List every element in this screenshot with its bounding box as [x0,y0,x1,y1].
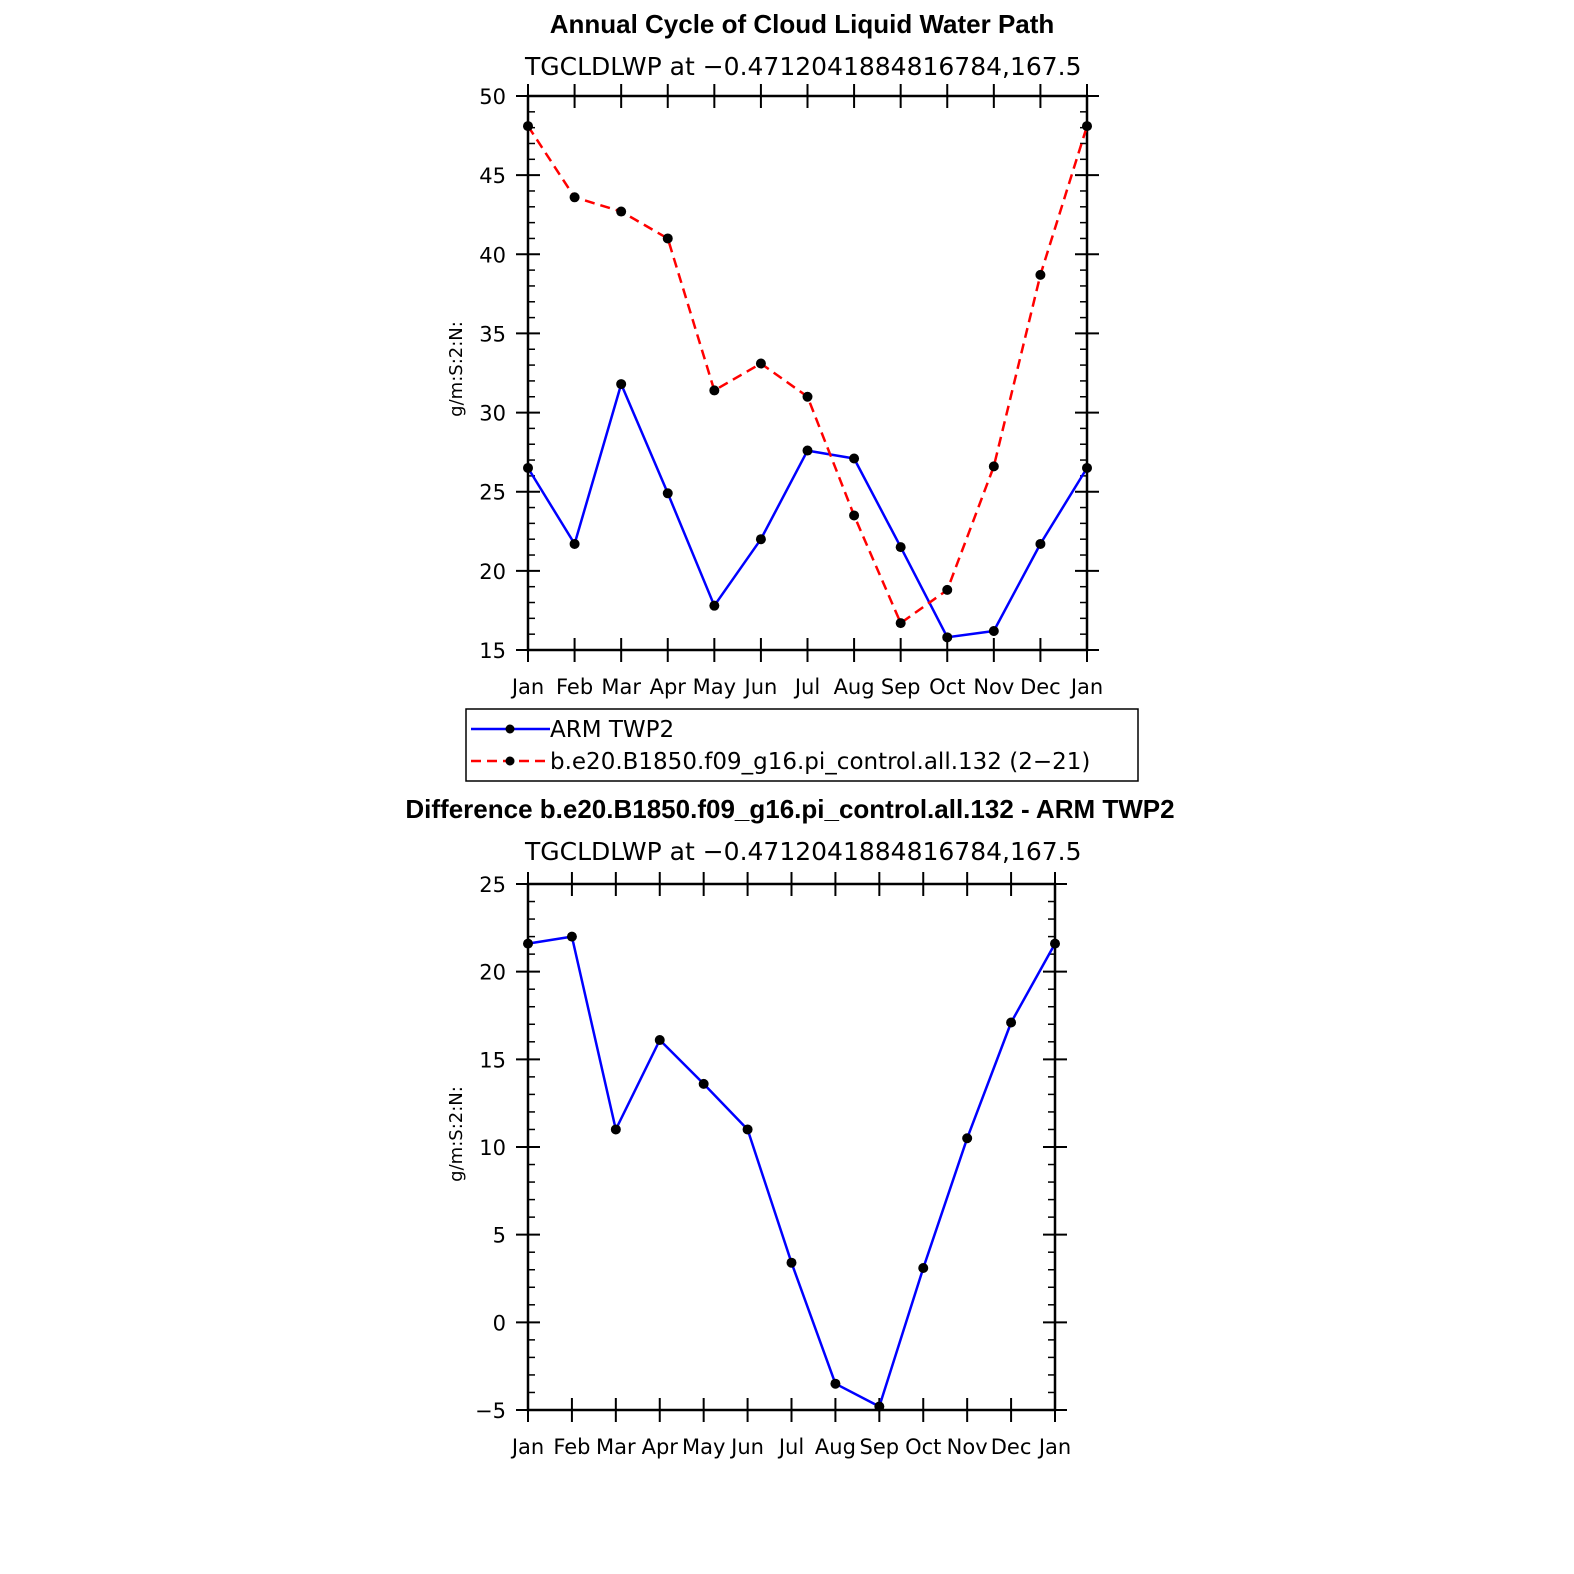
chart1-series-1-point [755,358,766,369]
chart1-series-0-point [1035,538,1046,549]
chart2-series-0-point [1050,938,1060,949]
chart1-ytick-label: 45 [479,164,506,188]
chart1-series-1-point [709,385,720,396]
chart2-xtick-label: Sep [860,1435,900,1459]
chart1-xtick-label: Oct [929,675,965,699]
chart2-series-0-point [1006,1017,1017,1028]
chart1-series-1-point [942,584,953,595]
chart1-series-1-point [569,192,580,203]
chart1-series-0-point [709,600,720,611]
chart1-series-0-point [849,453,860,464]
chart2-ytick-label: 15 [479,1048,506,1072]
chart1-series-0-point [942,632,953,643]
chart2-plot: −5 0 5 10 15 20 25 Jan Feb Mar Apr May Jun Jul Aug Sep O… [475,872,1071,1459]
chart1-series-0-point [616,379,627,390]
chart1-series-1-point [523,121,533,132]
chart1-ytick-label: 50 [479,85,506,109]
chart2-xtick-label: Apr [642,1435,679,1459]
chart2-ylabel: g/m:S:2:N: [446,1086,467,1182]
chart2-ytick-label: 10 [479,1136,506,1160]
chart2-xtick-label: Jun [729,1435,764,1459]
chart1-xtick-label: Apr [650,675,687,699]
chart1-xtick-label: Jan [510,675,544,699]
chart2-xtick-label: Jul [777,1435,804,1459]
chart1-series-0-point [523,462,533,473]
legend-label-model: b.e20.B1850.f09_g16.pi_control.all.132 (… [550,749,1090,775]
chart1-xtick-label: May [693,675,736,699]
chart1-xtick-label: Sep [881,675,921,699]
chart2-ytick-label: 0 [493,1311,506,1335]
chart1-series-1-point [616,206,627,217]
chart1-xtick-label: Jul [793,675,820,699]
chart2-ytick-label: −5 [475,1399,506,1423]
chart1-xtick-label: Jun [743,675,778,699]
chart1-series-1-point [988,461,999,472]
chart2-xtick-label: Jan [510,1435,544,1459]
chart2-series-0-point [654,1035,665,1046]
chart2-series-0-point [786,1257,797,1268]
legend-box [465,708,1139,782]
chart1-series-1-point [1082,121,1092,132]
legend-label-arm: ARM TWP2 [550,717,674,743]
chart2-series-0-point [610,1124,621,1135]
chart2-subtitle: TGCLDLWP at −0.4712041884816784,167.5 [524,837,1082,866]
chart1-xtick-label: Feb [556,675,593,699]
chart1-series-0-point [755,534,766,545]
chart2-title: Difference b.e20.B1850.f09_g16.pi_contro… [405,794,1174,824]
chart2-series-0-point [523,938,533,949]
chart2-xtick-label: Mar [596,1435,636,1459]
chart1-ytick-label: 20 [479,560,506,584]
chart2-xtick-label: Dec [991,1435,1032,1459]
chart2-series-0-point [698,1078,709,1089]
chart2-series-0-point [742,1124,753,1135]
chart1-series-0-point [895,542,906,553]
chart1-series-0-point [1082,462,1092,473]
chart2-xtick-label: Nov [947,1435,988,1459]
chart1-ytick-label: 40 [479,243,506,267]
legend-marker-arm [505,724,515,734]
chart2-ytick-label: 5 [493,1224,506,1248]
chart1-xtick-label: Dec [1020,675,1061,699]
chart1-series-1-point [895,618,906,629]
chart1-series-0-point [802,445,813,456]
chart2-xtick-label: Aug [815,1435,856,1459]
chart2-series-0-point [962,1133,973,1144]
chart2-series-0-point [918,1262,929,1273]
chart1-series-1-point [802,391,813,402]
chart2-series-0-point [874,1401,885,1412]
chart1-title: Annual Cycle of Cloud Liquid Water Path [550,9,1055,39]
chart1-ytick-label: 30 [479,402,506,426]
chart1-xtick-label: Mar [601,675,641,699]
chart2-series-0-point [566,931,577,942]
chart1-subtitle: TGCLDLWP at −0.4712041884816784,167.5 [524,52,1082,81]
chart2-xtick-label: May [682,1435,725,1459]
chart1-ytick-label: 15 [479,639,506,663]
chart1-series-1-point [849,510,860,521]
chart1-ytick-label: 35 [479,322,506,346]
chart1-series-1-point [1035,269,1046,280]
chart2-xtick-label: Feb [553,1435,590,1459]
chart1-ylabel: g/m:S:2:N: [446,321,467,417]
chart2-xtick-label: Jan [1037,1435,1071,1459]
chart2-series-0-point [830,1378,841,1389]
chart2-ytick-label: 25 [479,873,506,897]
chart1-xtick-label: Aug [834,675,875,699]
chart1-series-0-point [662,488,673,499]
chart1-xtick-label: Nov [973,675,1014,699]
chart1-plot: 15 20 25 30 35 40 45 50 Jan Feb Mar Apr May Jun Jul Aug… [479,84,1103,699]
chart1-ytick-label: 25 [479,481,506,505]
chart1-series-0-point [569,538,580,549]
chart2-xtick-label: Oct [905,1435,941,1459]
chart1-series-1-point [662,233,673,244]
chart2-ytick-label: 20 [479,961,506,985]
chart1-series-0-point [988,626,999,637]
chart1-xtick-label: Jan [1069,675,1103,699]
legend-marker-model [505,756,515,766]
